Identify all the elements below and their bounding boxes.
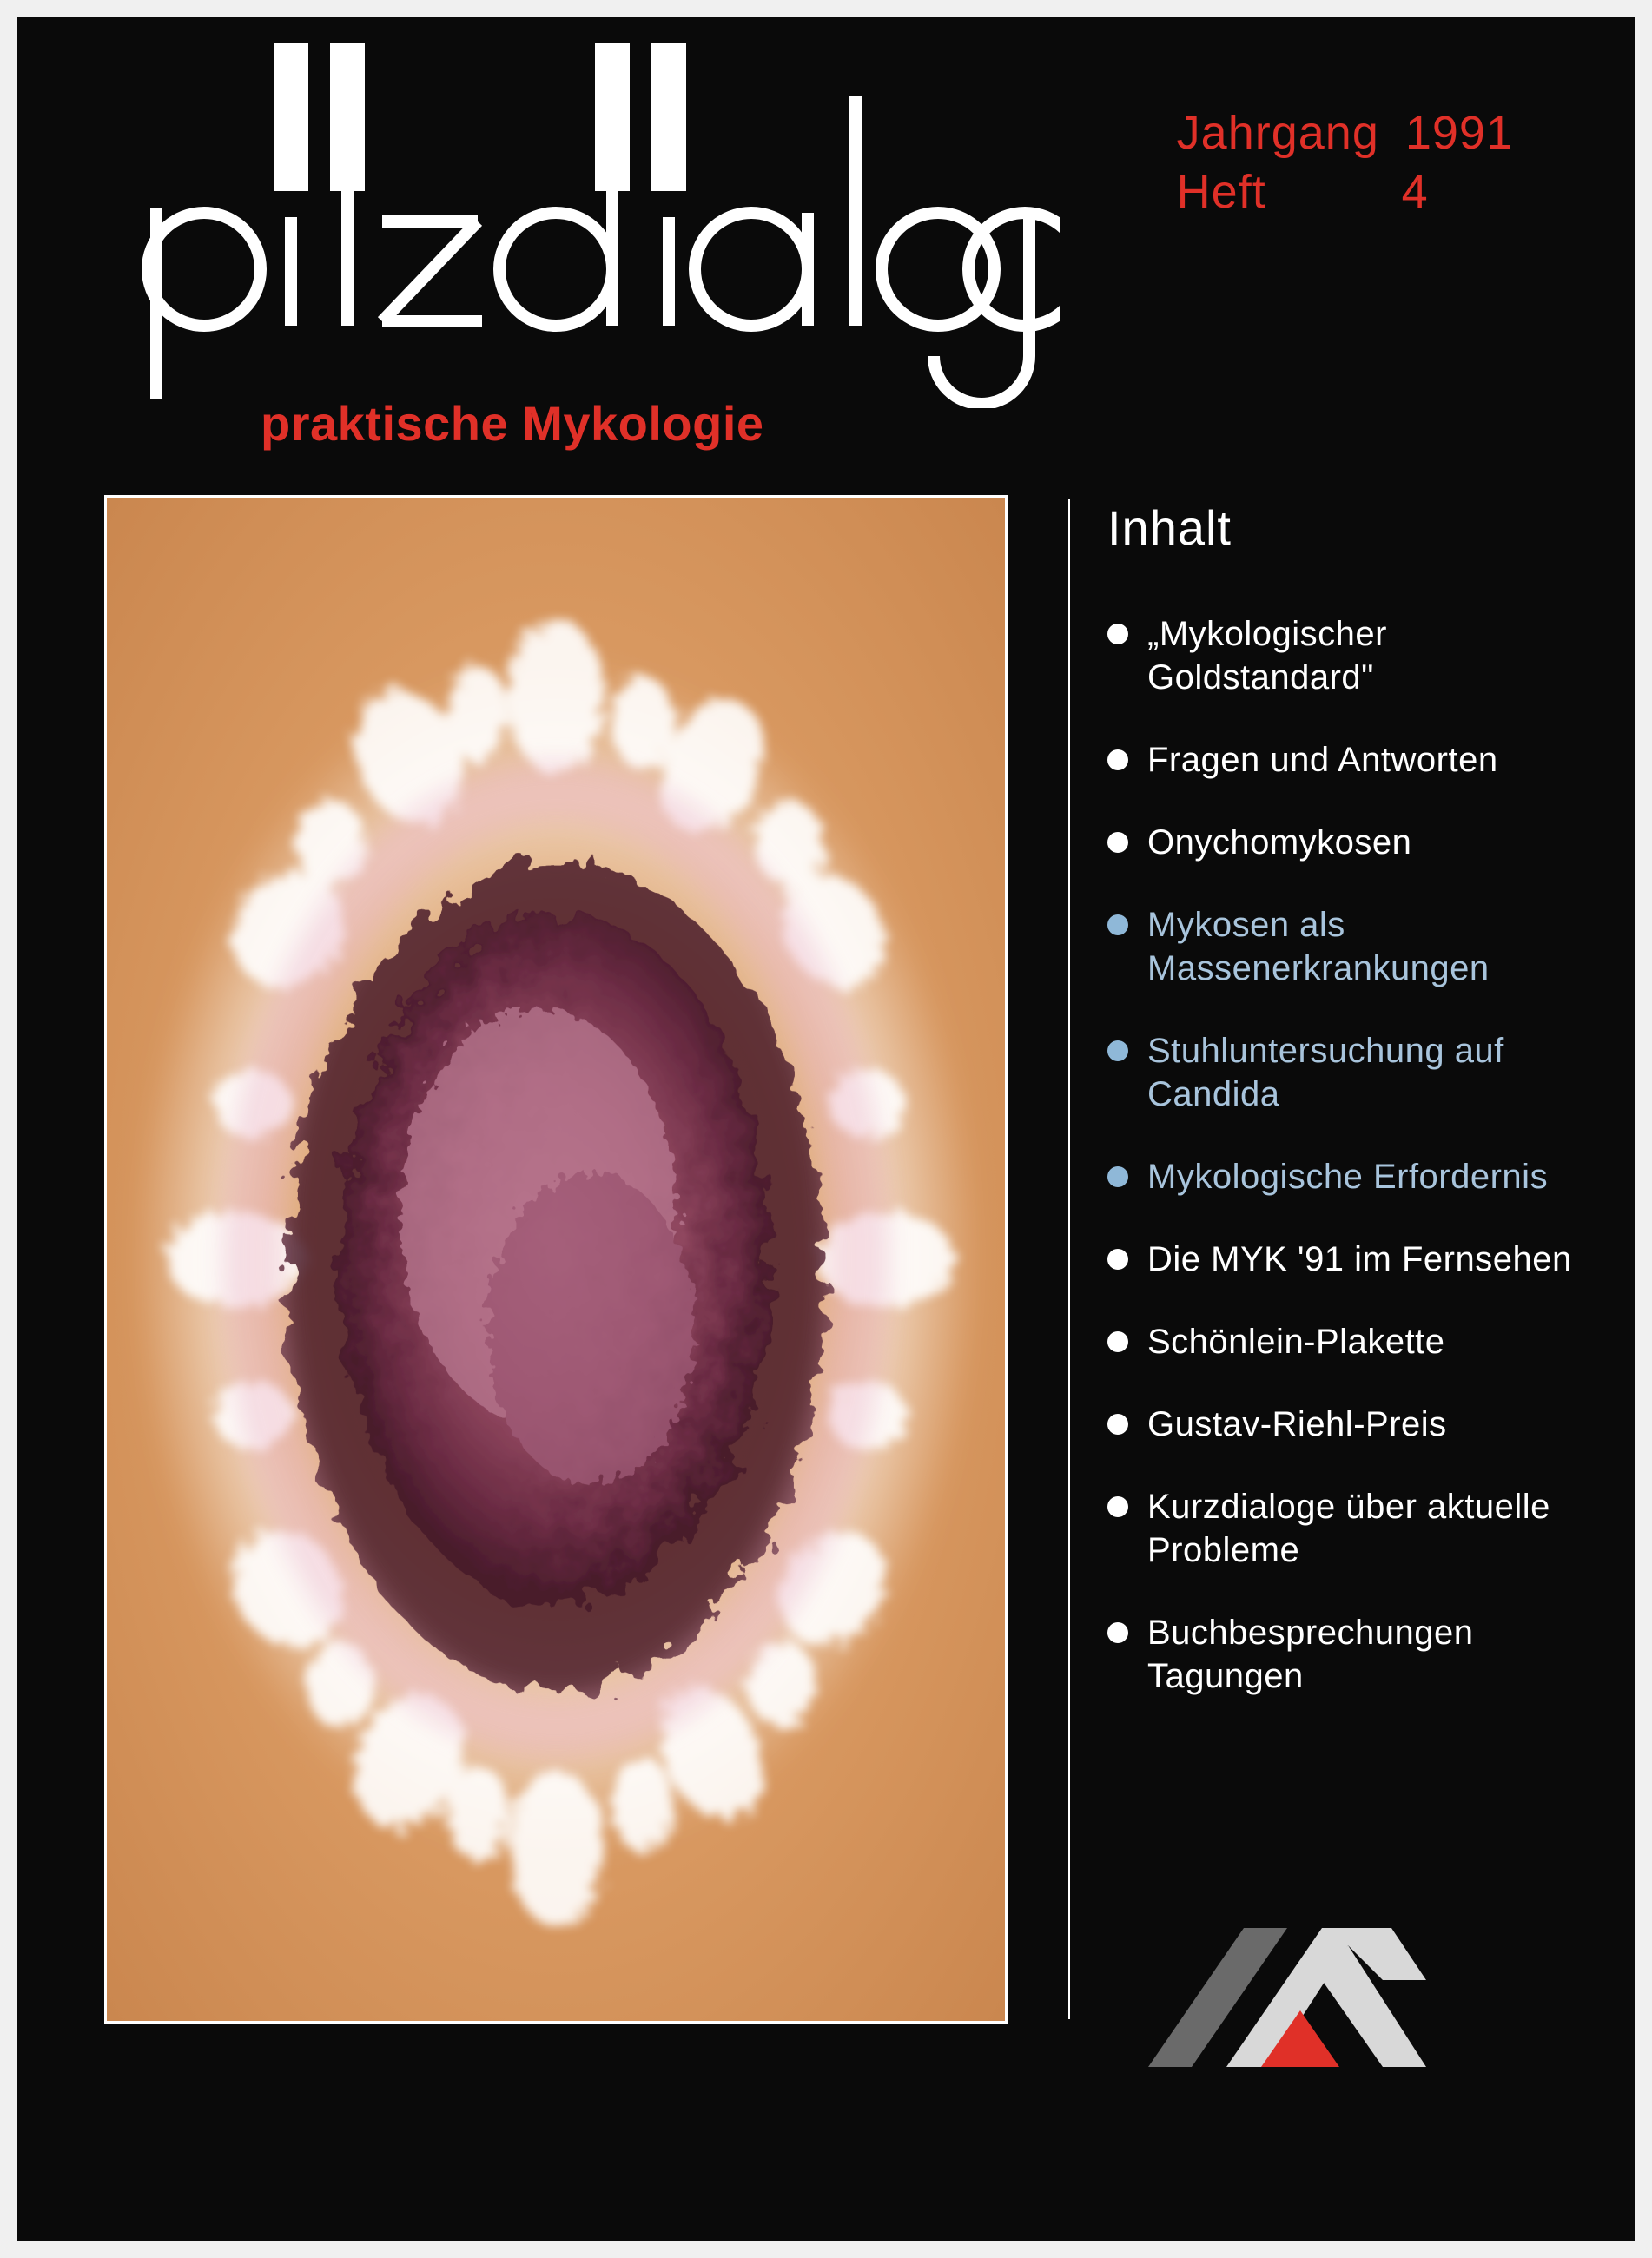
toc-item: Onychomykosen bbox=[1107, 821, 1594, 864]
toc-item-label: Mykologische Erfordernis bbox=[1147, 1155, 1548, 1198]
toc-item-label: „Mykologischer Goldstandard" bbox=[1147, 612, 1594, 699]
bullet-icon bbox=[1107, 1496, 1128, 1517]
toc-item-label: Onychomykosen bbox=[1147, 821, 1411, 864]
issue-year-row: Jahrgang 1991 bbox=[1177, 104, 1513, 163]
year-value: 1991 bbox=[1405, 104, 1513, 163]
masthead-title bbox=[104, 43, 1060, 408]
bullet-icon bbox=[1107, 832, 1128, 853]
toc-item: Die MYK '91 im Fernsehen bbox=[1107, 1238, 1594, 1281]
toc-item: Kurzdialoge über aktuelle Probleme bbox=[1107, 1485, 1594, 1572]
heft-number: 4 bbox=[1333, 163, 1429, 222]
bullet-icon bbox=[1107, 1414, 1128, 1435]
table-of-contents: Inhalt „Mykologischer Goldstandard" Frag… bbox=[1107, 499, 1594, 1737]
toc-title: Inhalt bbox=[1107, 499, 1594, 556]
masthead-subtitle: praktische Mykologie bbox=[261, 395, 764, 452]
toc-item-label: Die MYK '91 im Fernsehen bbox=[1147, 1238, 1572, 1281]
bullet-icon bbox=[1107, 914, 1128, 935]
magazine-cover: Jahrgang 1991 Heft 4 bbox=[17, 17, 1635, 2241]
toc-item: Gustav-Riehl-Preis bbox=[1107, 1403, 1594, 1446]
heft-label: Heft bbox=[1177, 163, 1307, 222]
toc-item: Fragen und Antworten bbox=[1107, 738, 1594, 782]
toc-item: Mykosen als Massenerkrankungen bbox=[1107, 903, 1594, 990]
issue-info: Jahrgang 1991 Heft 4 bbox=[1177, 104, 1513, 221]
toc-item: Stuhluntersuchung auf Candida bbox=[1107, 1029, 1594, 1116]
toc-list: „Mykologischer Goldstandard" Fragen und … bbox=[1107, 612, 1594, 1698]
toc-item-label: Kurzdialoge über aktuelle Probleme bbox=[1147, 1485, 1594, 1572]
toc-item: Buchbesprechungen Tagungen bbox=[1107, 1611, 1594, 1698]
bullet-icon bbox=[1107, 1622, 1128, 1643]
toc-item-label: Mykosen als Massenerkrankungen bbox=[1147, 903, 1594, 990]
toc-item-label: Buchbesprechungen Tagungen bbox=[1147, 1611, 1594, 1698]
year-label: Jahrgang bbox=[1177, 104, 1379, 163]
bullet-icon bbox=[1107, 1040, 1128, 1061]
bullet-icon bbox=[1107, 1331, 1128, 1352]
cover-photo bbox=[104, 495, 1008, 2024]
toc-item-label: Gustav-Riehl-Preis bbox=[1147, 1403, 1447, 1446]
bullet-icon bbox=[1107, 624, 1128, 644]
issue-heft-row: Heft 4 bbox=[1177, 163, 1513, 222]
toc-item-label: Stuhluntersuchung auf Candida bbox=[1147, 1029, 1594, 1116]
toc-item: Schönlein-Plakette bbox=[1107, 1320, 1594, 1363]
vertical-divider bbox=[1068, 499, 1070, 2019]
bullet-icon bbox=[1107, 1166, 1128, 1187]
bullet-icon bbox=[1107, 1249, 1128, 1270]
toc-item-label: Fragen und Antworten bbox=[1147, 738, 1498, 782]
toc-item: Mykologische Erfordernis bbox=[1107, 1155, 1594, 1198]
toc-item: „Mykologischer Goldstandard" bbox=[1107, 612, 1594, 699]
toc-item-label: Schönlein-Plakette bbox=[1147, 1320, 1445, 1363]
publisher-logo bbox=[1131, 1911, 1444, 2084]
bullet-icon bbox=[1107, 749, 1128, 770]
